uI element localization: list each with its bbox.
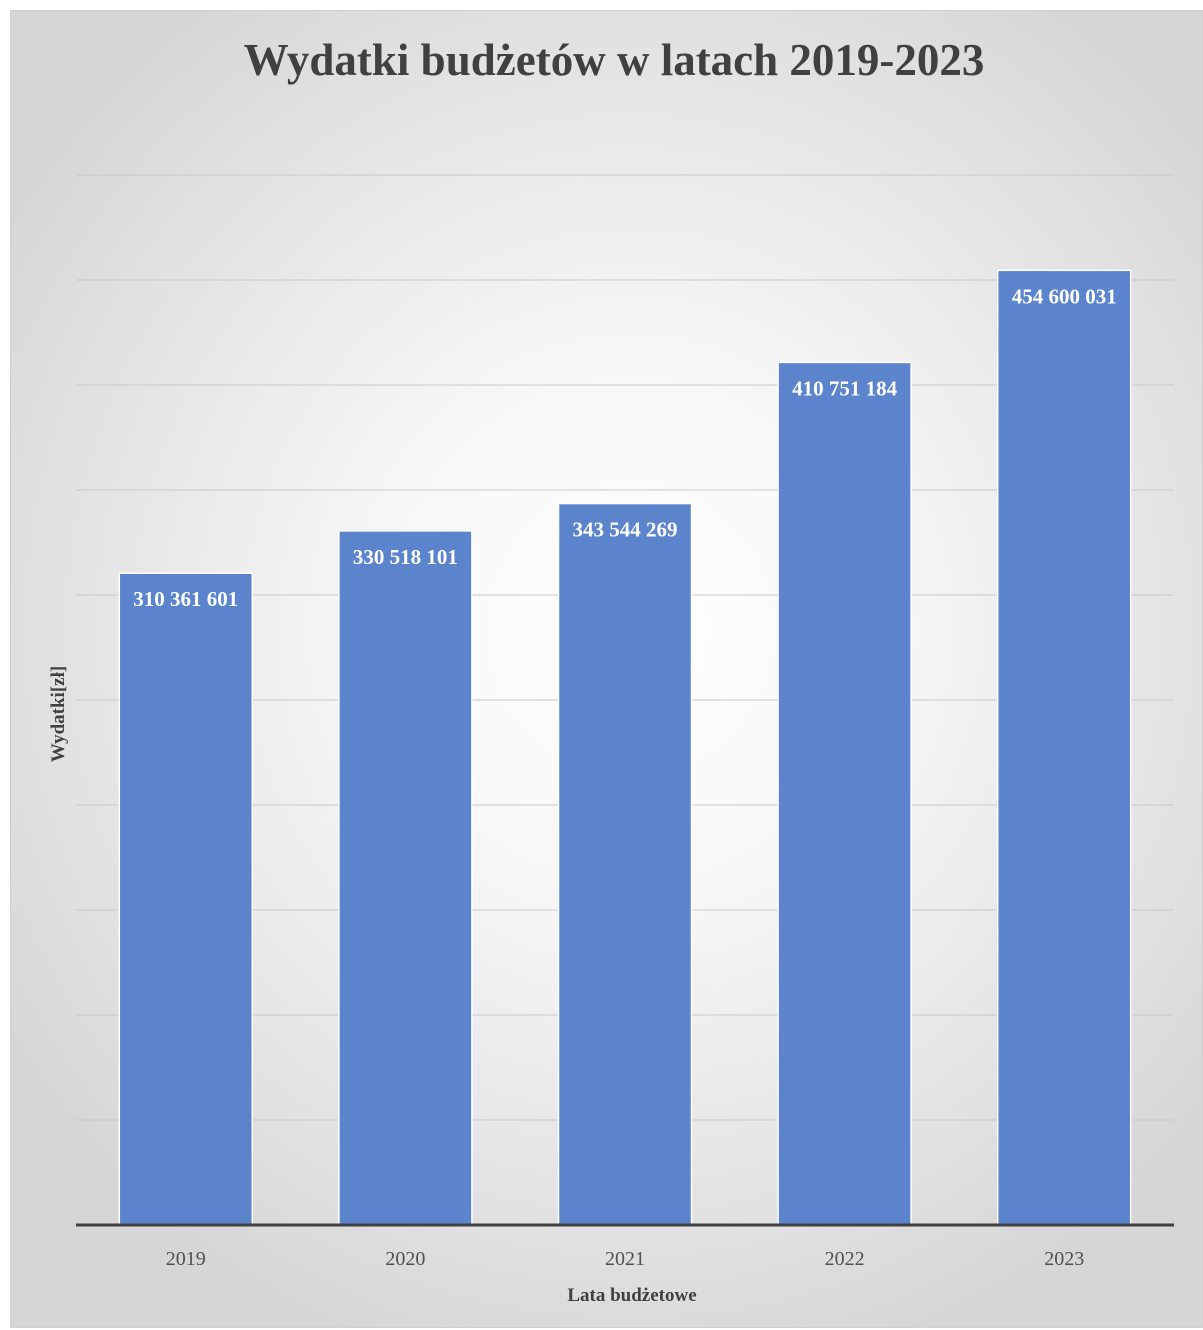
bar-2021 <box>557 502 693 1226</box>
bar-chart: Wydatki budżetów w latach 2019-2023 310 … <box>48 35 1174 1306</box>
bars <box>118 269 1132 1226</box>
bar-2022 <box>777 361 912 1226</box>
data-labels: 310 361 601 330 518 101 343 544 269 410 751… <box>133 284 1116 611</box>
data-label-2021: 343 544 269 <box>573 518 678 542</box>
bar-2023 <box>996 269 1132 1226</box>
data-label-2023: 454 600 031 <box>1012 284 1117 308</box>
x-tick-labels: 2019 2020 2021 2022 2023 <box>166 1248 1084 1270</box>
data-label-2020: 330 518 101 <box>353 545 458 569</box>
bar-2019 <box>118 572 254 1226</box>
chart-title: Wydatki budżetów w latach 2019-2023 <box>244 35 985 85</box>
x-tick-label-2020: 2020 <box>385 1248 425 1270</box>
x-axis-title: Lata budżetowe <box>567 1285 696 1306</box>
x-tick-label-2023: 2023 <box>1044 1248 1084 1270</box>
x-tick-label-2022: 2022 <box>825 1248 865 1270</box>
data-label-2019: 310 361 601 <box>133 587 238 611</box>
x-tick-label-2019: 2019 <box>166 1248 206 1270</box>
bar-2020 <box>338 530 473 1226</box>
y-axis-title: Wydatki[zł] <box>48 666 69 762</box>
data-label-2022: 410 751 184 <box>792 376 898 400</box>
chart-area: Wydatki budżetów w latach 2019-2023 310 … <box>10 10 1203 1328</box>
x-tick-label-2021: 2021 <box>605 1248 645 1270</box>
